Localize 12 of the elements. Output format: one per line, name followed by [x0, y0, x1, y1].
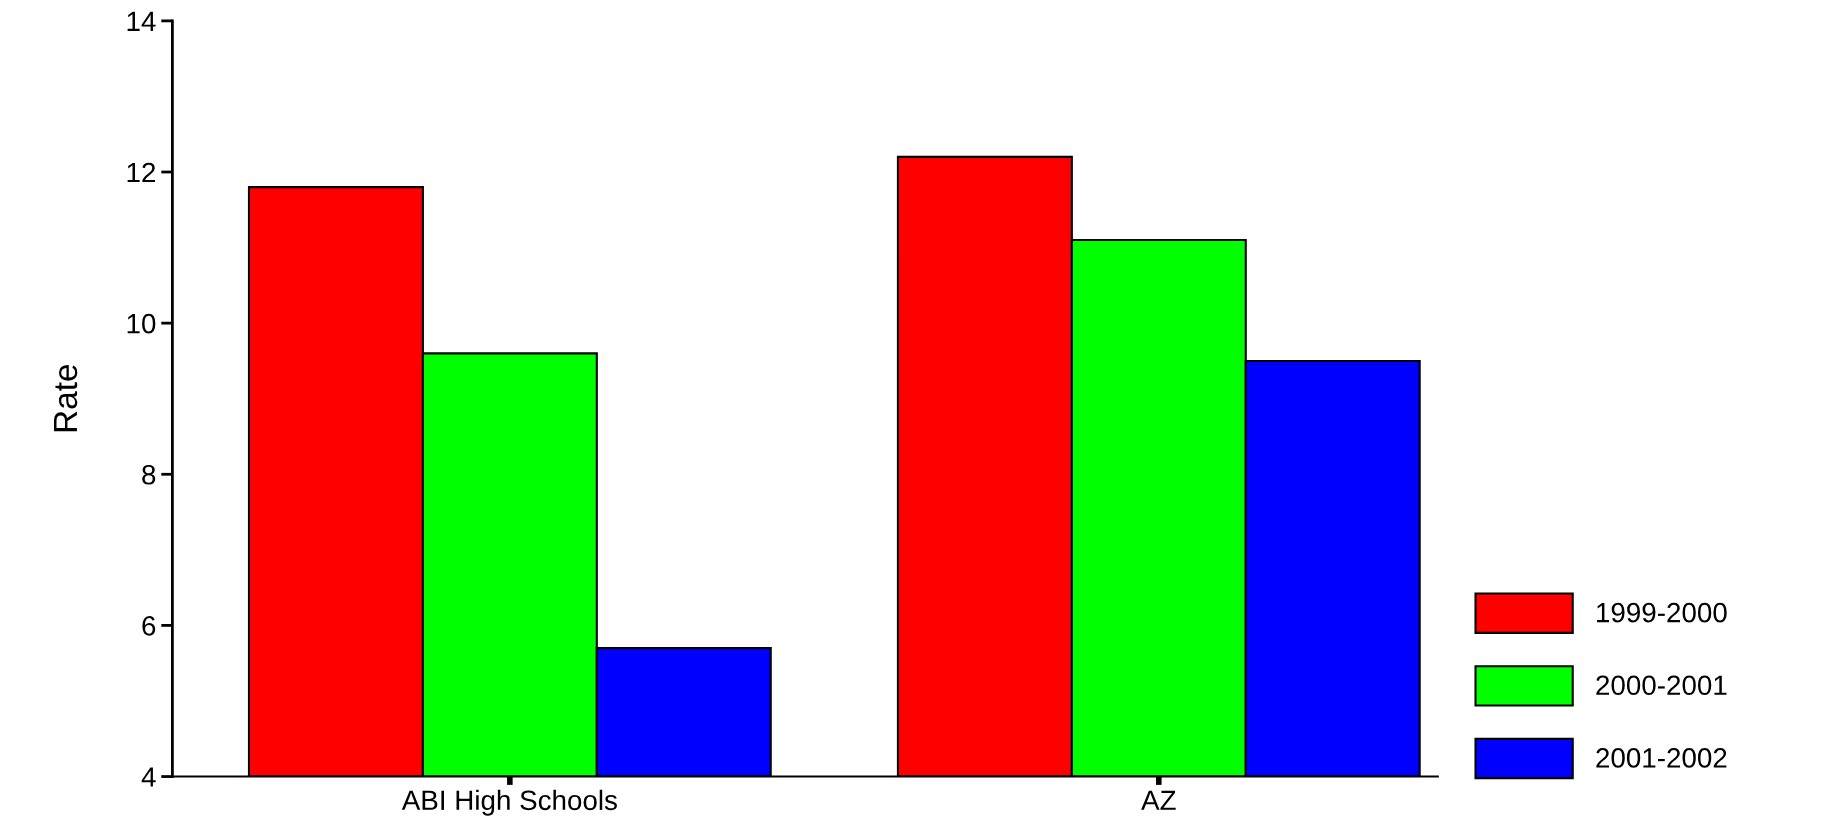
legend-label: 1999-2000 — [1597, 602, 1727, 623]
y-tick-label: 10 — [127, 313, 156, 334]
x-tick-label: AZ — [1141, 790, 1176, 810]
y-tick-label: 8 — [142, 464, 156, 485]
y-tick-label: 14 — [127, 11, 156, 31]
y-tick-label: 12 — [127, 162, 156, 183]
y-tick-label: 4 — [141, 767, 156, 787]
y-axis-title: Rate — [54, 364, 78, 432]
legend-label: 2000-2001 — [1596, 675, 1727, 696]
legend-label: 2001-2002 — [1596, 748, 1727, 768]
x-tick-label: ABI High Schools — [401, 789, 617, 816]
y-tick-label: 6 — [142, 616, 156, 636]
